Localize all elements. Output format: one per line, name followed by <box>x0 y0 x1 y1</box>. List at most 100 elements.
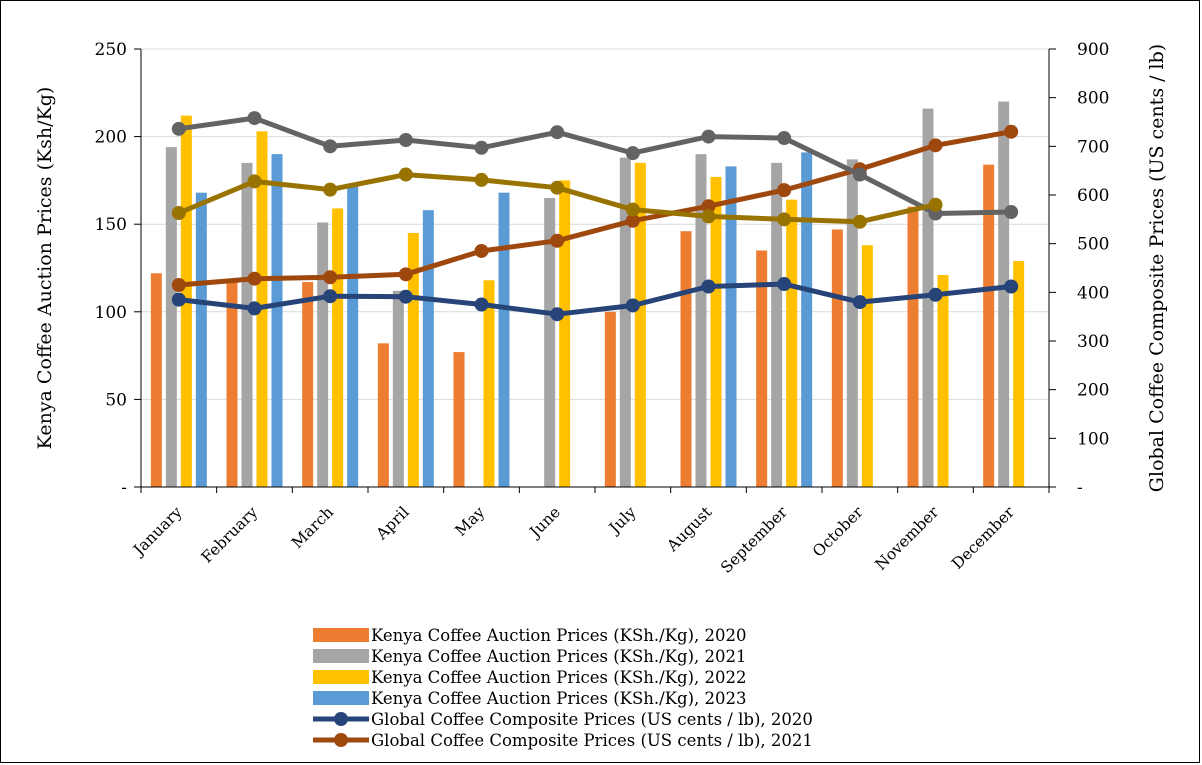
series-line <box>176 281 1014 317</box>
bar <box>725 166 737 487</box>
bar <box>756 250 768 487</box>
line-point <box>323 182 338 197</box>
bar <box>710 176 722 487</box>
line-point <box>398 267 413 282</box>
line-point <box>474 140 489 155</box>
y-right-axis-title: Global Coffee Composite Prices (US cents… <box>1146 44 1168 492</box>
category-label: April <box>372 503 413 544</box>
line-point <box>777 131 792 146</box>
bar <box>453 352 465 487</box>
bar <box>786 199 798 487</box>
legend-label: Kenya Coffee Auction Prices (KSh./Kg), 2… <box>371 689 747 708</box>
line-point <box>323 270 338 285</box>
bar <box>861 245 873 487</box>
y-right-tick-label: 700 <box>1077 137 1109 157</box>
line-point <box>550 233 565 248</box>
bar <box>695 154 707 487</box>
bar <box>165 147 177 487</box>
category-label: March <box>288 503 337 552</box>
line-point <box>247 271 262 286</box>
line-point <box>247 174 262 189</box>
bar <box>226 280 238 487</box>
legend-label: Kenya Coffee Auction Prices (KSh./Kg), 2… <box>371 647 747 666</box>
line-point <box>323 139 338 154</box>
bar <box>604 311 616 487</box>
line-point <box>625 298 640 313</box>
bar <box>634 162 646 487</box>
category-label: December <box>948 503 1018 573</box>
category-label: July <box>604 503 639 538</box>
y-right-tick-label: 600 <box>1077 186 1109 206</box>
category-label: August <box>663 503 716 556</box>
line-point <box>474 243 489 258</box>
legend-label: Kenya Coffee Auction Prices (KSh./Kg), 2… <box>371 668 747 687</box>
category-label: October <box>809 503 867 561</box>
line-point <box>928 138 943 153</box>
legend-marker <box>334 733 348 747</box>
line-point <box>171 278 186 293</box>
bar <box>483 280 495 487</box>
bar <box>317 222 329 487</box>
category-label: September <box>717 503 791 577</box>
line-point <box>777 183 792 198</box>
y-left-tick-label: - <box>121 478 127 498</box>
line-series-group <box>171 111 1019 322</box>
y-right-tick-label: 800 <box>1077 89 1109 109</box>
line-point <box>474 297 489 312</box>
bar <box>195 192 207 487</box>
line-point <box>1004 124 1019 139</box>
line-point <box>247 111 262 126</box>
bar <box>831 229 843 487</box>
line-point <box>852 295 867 310</box>
series-line <box>176 115 1014 216</box>
category-label: February <box>198 503 262 567</box>
y-right-tick-label: 900 <box>1077 40 1109 60</box>
legend: Kenya Coffee Auction Prices (KSh./Kg), 2… <box>313 626 813 750</box>
bar <box>801 152 813 488</box>
legend-label: Global Coffee Composite Prices (US cents… <box>371 710 813 729</box>
line-point <box>1004 205 1019 220</box>
bar <box>998 101 1010 487</box>
bar <box>392 290 404 487</box>
line-point <box>701 129 716 144</box>
line-point <box>474 172 489 187</box>
line-point <box>398 133 413 148</box>
y-right-tick-label: 400 <box>1077 283 1109 303</box>
line-point <box>701 279 716 294</box>
bar <box>937 275 949 487</box>
bar <box>271 154 283 487</box>
line-point <box>777 277 792 292</box>
line-point <box>550 307 565 322</box>
bar <box>332 208 344 487</box>
line-point <box>398 167 413 182</box>
legend-swatch <box>313 649 369 663</box>
line-point <box>550 180 565 195</box>
line-point <box>625 213 640 228</box>
bar <box>907 206 919 487</box>
bar <box>422 210 434 487</box>
line-point <box>777 212 792 227</box>
y-left-axis-title: Kenya Coffee Auction Prices (Ksh/Kg) <box>34 87 56 450</box>
line-point <box>247 301 262 316</box>
category-label: November <box>872 503 943 574</box>
series-line <box>176 129 1014 288</box>
category-label: May <box>452 503 489 540</box>
line-point <box>625 202 640 217</box>
category-label: June <box>525 503 564 542</box>
y-left-tick-label: 250 <box>95 40 127 60</box>
bar <box>544 197 556 488</box>
y-left-tick-label: 100 <box>95 303 127 323</box>
line-point <box>323 289 338 304</box>
bar <box>846 159 858 487</box>
y-right-tick-label: 200 <box>1077 381 1109 401</box>
legend-swatch <box>313 691 369 705</box>
legend-marker <box>334 712 348 726</box>
line-point <box>171 206 186 221</box>
bar <box>498 192 510 487</box>
line-point <box>701 209 716 224</box>
gridlines <box>141 48 1049 400</box>
bar <box>150 273 162 487</box>
bar <box>1013 260 1025 487</box>
